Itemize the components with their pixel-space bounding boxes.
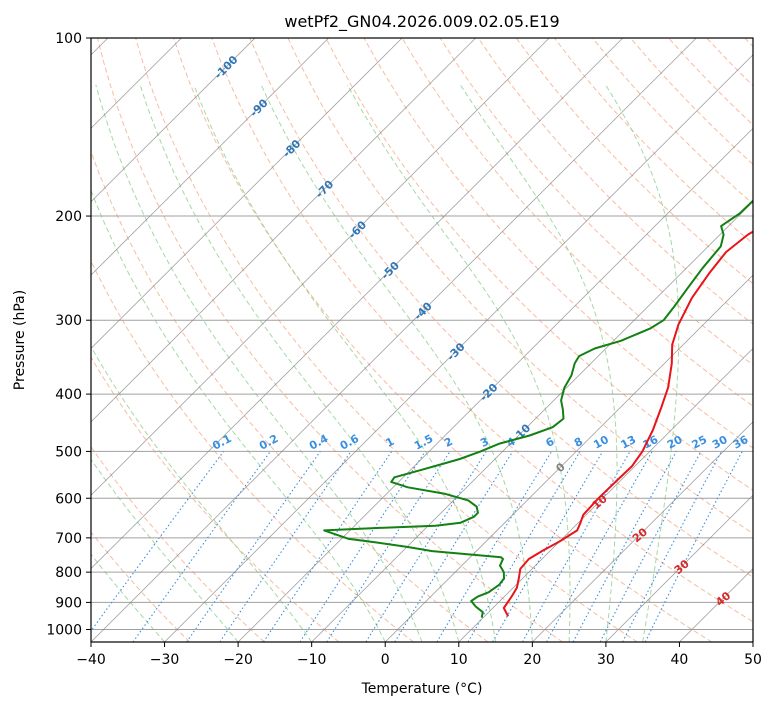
x-tick-label: 40 xyxy=(671,652,689,668)
isotherm-gridline xyxy=(605,494,753,642)
x-tick-label: 50 xyxy=(744,652,762,668)
dry-adiabat-line xyxy=(211,38,753,623)
mixing-ratio-label: 10 xyxy=(591,433,611,452)
isotherm-gridline xyxy=(91,38,403,349)
mixing-ratio-line xyxy=(326,451,451,642)
x-tick-label: 20 xyxy=(523,652,541,668)
isotherm-gridline xyxy=(91,38,476,423)
dry-adiabat-line xyxy=(91,445,265,642)
moist-adiabat-line xyxy=(95,84,423,642)
isotherm-gridline xyxy=(91,38,624,570)
temperature-profile-line xyxy=(502,230,753,617)
isotherm-gridline xyxy=(91,38,256,203)
isobar-gridlines xyxy=(91,38,753,630)
y-axis-title: Pressure (hPa) xyxy=(12,290,28,390)
dry-adiabat-line xyxy=(91,531,191,642)
moist-adiabat-line xyxy=(605,84,680,642)
mixing-ratio-label: 20 xyxy=(665,433,685,452)
x-tick-label: −30 xyxy=(150,652,180,668)
isotherm-gridline xyxy=(164,54,753,642)
moist-adiabat-line xyxy=(459,84,618,642)
x-tick-label: −10 xyxy=(297,652,327,668)
dry-adiabat-line xyxy=(91,150,489,642)
dry-adiabat-line xyxy=(325,38,753,491)
isotherm-gridline xyxy=(91,38,550,496)
y-tick-label: 200 xyxy=(55,209,82,225)
mixing-ratio-label: 30 xyxy=(710,433,730,452)
isotherm-gridline xyxy=(532,421,753,642)
mixing-ratio-line xyxy=(263,451,393,642)
mixing-ratio-line xyxy=(219,451,352,642)
mixing-ratio-line xyxy=(572,451,677,642)
moist-adiabat-line xyxy=(193,84,497,642)
y-tick-label: 700 xyxy=(55,531,82,547)
y-tick-label: 500 xyxy=(55,444,82,460)
dry-adiabats xyxy=(91,38,753,642)
mixing-ratio-label: 13 xyxy=(619,433,639,452)
y-tick-label: 900 xyxy=(55,595,82,611)
moist-adiabat-line xyxy=(91,458,239,642)
isotherm-gridline xyxy=(311,201,753,642)
mixing-ratio-line xyxy=(186,451,321,642)
x-tick-label: 10 xyxy=(450,652,468,668)
x-tick-label: −20 xyxy=(223,652,253,668)
y-tick-label: 600 xyxy=(55,491,82,507)
x-tick-label: 30 xyxy=(597,652,615,668)
dry-adiabat-line xyxy=(249,38,753,578)
dry-adiabat-line xyxy=(515,38,753,285)
sounding-series xyxy=(323,199,753,618)
x-tick-label: 0 xyxy=(381,652,390,668)
dry-adiabat-line xyxy=(477,38,753,325)
dry-adiabat-line xyxy=(401,38,753,407)
dry-adiabat-line xyxy=(135,38,638,642)
moist-adiabat-line xyxy=(260,84,533,642)
plot-frame xyxy=(90,37,754,643)
moist-adiabat-line xyxy=(346,84,571,642)
y-tick-label: 400 xyxy=(55,387,82,403)
mixing-ratio-line xyxy=(132,451,271,642)
y-axis: 1000 900 800 700 600 500 400 300 200 100 xyxy=(46,31,91,638)
isotherm-gridline xyxy=(237,127,753,642)
mixing-ratio-lines xyxy=(91,451,743,642)
x-tick-label: −40 xyxy=(76,652,106,668)
mixing-ratio-label: 36 xyxy=(731,433,751,452)
mixing-ratio-label: 25 xyxy=(690,433,710,452)
dry-adiabat-line xyxy=(97,38,563,642)
dry-adiabat-line xyxy=(173,38,713,642)
isotherm-gridlines xyxy=(91,38,753,642)
dewpoint-profile-line xyxy=(323,199,753,618)
mixing-ratio-line xyxy=(546,451,653,642)
isotherm-gridline xyxy=(384,274,753,642)
mixing-ratio-line xyxy=(394,451,514,642)
moist-adiabat-line xyxy=(91,345,313,642)
chart-title: wetPf2_GN04.2026.009.02.05.E19 xyxy=(284,12,559,32)
y-tick-label: 1000 xyxy=(46,622,82,638)
dry-adiabat-line xyxy=(91,356,340,642)
x-axis-title: Temperature (°C) xyxy=(361,681,483,697)
moist-adiabat-line xyxy=(139,84,460,642)
mixing-ratio-line xyxy=(299,451,426,642)
y-tick-label: 100 xyxy=(55,31,82,47)
y-tick-label: 800 xyxy=(55,565,82,581)
isotherm-gridline xyxy=(91,38,697,642)
mixing-ratio-line xyxy=(91,451,225,632)
isotherm-gridline xyxy=(91,38,329,276)
y-tick-label: 300 xyxy=(55,313,82,329)
moist-adiabats xyxy=(91,84,680,642)
mixing-ratio-line xyxy=(644,451,743,642)
x-axis: −40 −30 −20 −10 0 10 20 30 40 50 xyxy=(76,642,762,668)
mixing-ratio-line xyxy=(522,451,631,642)
